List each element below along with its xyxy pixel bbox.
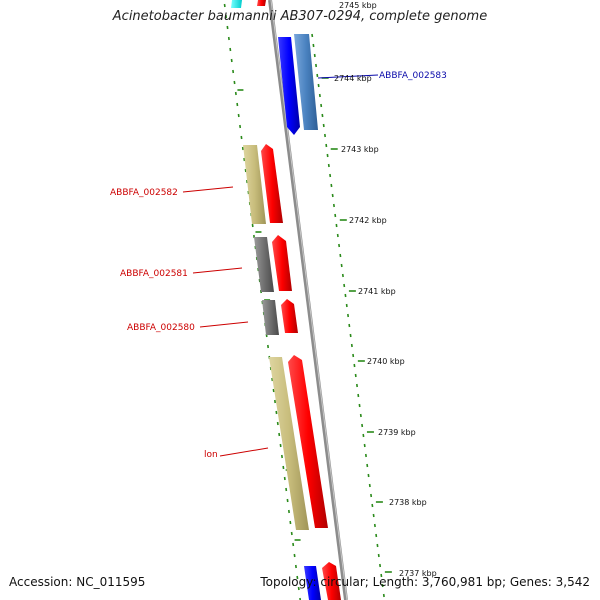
cog-abbfa-002580: [262, 300, 279, 335]
ruler-label-2737: 2737 kbp: [399, 569, 437, 578]
partial-feature-blue: [304, 566, 321, 600]
gene-label-abbfa-002581[interactable]: ABBFA_002581: [120, 269, 188, 279]
cds-lon[interactable]: [288, 355, 328, 528]
genome-backbone-highlight: [270, 0, 348, 600]
ruler-label-2740: 2740 kbp: [367, 357, 405, 366]
leader-abbfa-002581: [192, 267, 243, 274]
ruler-label-2745: 2745 kbp: [339, 1, 377, 10]
partial-feature-red: [257, 0, 266, 6]
cog-lon: [269, 357, 309, 530]
ruler-label-2741: 2741 kbp: [358, 287, 396, 296]
leader-lon: [219, 447, 269, 457]
ruler-label-2744: 2744 kbp: [334, 74, 372, 83]
blast-hit-abbfa-002583: [294, 34, 318, 130]
leader-abbfa-002583: [317, 74, 379, 79]
accession-text: Accession: NC_011595: [9, 575, 146, 589]
cds-abbfa-002582[interactable]: [261, 144, 283, 223]
gene-label-lon[interactable]: lon: [204, 450, 218, 460]
gene-label-abbfa-002583[interactable]: ABBFA_002583: [379, 71, 447, 81]
leader-abbfa-002580: [199, 321, 249, 328]
cds-abbfa-002581[interactable]: [272, 235, 292, 291]
ruler-label-2739: 2739 kbp: [378, 428, 416, 437]
ruler-label-2738: 2738 kbp: [389, 498, 427, 507]
ruler-label-2742: 2742 kbp: [349, 216, 387, 225]
cog-abbfa-002581: [254, 237, 274, 292]
map-title: Acinetobacter baumannii AB307-0294, comp…: [112, 9, 488, 24]
ruler-label-2743: 2743 kbp: [341, 145, 379, 154]
gene-label-abbfa-002582[interactable]: ABBFA_002582: [110, 188, 178, 198]
partial-feature-red-bottom: [322, 562, 341, 600]
gene-label-abbfa-002580[interactable]: ABBFA_002580: [127, 323, 195, 333]
genome-summary-text: Topology: circular; Length: 3,760,981 bp…: [260, 575, 590, 589]
cds-abbfa-002580[interactable]: [281, 299, 298, 333]
cds-abbfa-002583[interactable]: [278, 37, 300, 135]
genome-backbone: [268, 0, 348, 600]
cog-abbfa-002582: [243, 145, 266, 224]
leader-abbfa-002582: [182, 186, 234, 193]
partial-feature-cyan: [231, 0, 242, 8]
